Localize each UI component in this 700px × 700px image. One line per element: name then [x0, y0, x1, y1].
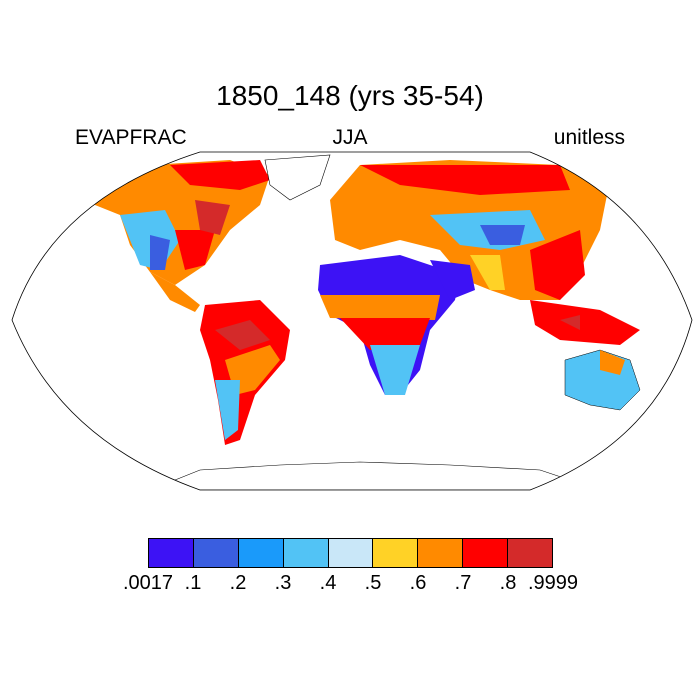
colorbar-label: .4 — [319, 572, 337, 594]
colorbar-box — [328, 539, 374, 567]
colorbar-label: .6 — [409, 572, 427, 594]
colorbar — [148, 538, 553, 568]
colorbar-label: .7 — [454, 572, 472, 594]
colorbar-label: .3 — [274, 572, 292, 594]
colorbar-box — [463, 539, 509, 567]
variable-label: EVAPFRAC — [75, 126, 187, 149]
colorbar-box — [193, 539, 239, 567]
colorbar-label: .8 — [499, 572, 517, 594]
colorbar-box — [149, 539, 194, 567]
colorbar-label: .1 — [184, 572, 202, 594]
greenland — [264, 154, 331, 201]
colorbar-box — [238, 539, 284, 567]
colorbar-box — [283, 539, 329, 567]
colorbar-label: .5 — [364, 572, 382, 594]
north-america — [90, 160, 270, 285]
colorbar-box — [418, 539, 464, 567]
map-boundary — [11, 151, 693, 491]
colorbar-label: .9999 — [527, 572, 579, 594]
units-label: unitless — [553, 126, 625, 149]
season-label: JJA — [332, 126, 368, 149]
colorbar-box — [373, 539, 419, 567]
plot-title: 1850_148 (yrs 35-54) — [216, 80, 484, 111]
colorbar-label: .0017 — [122, 572, 174, 594]
colorbar-label: .2 — [229, 572, 247, 594]
colorbar-box — [508, 539, 553, 567]
antarctica — [149, 461, 601, 490]
